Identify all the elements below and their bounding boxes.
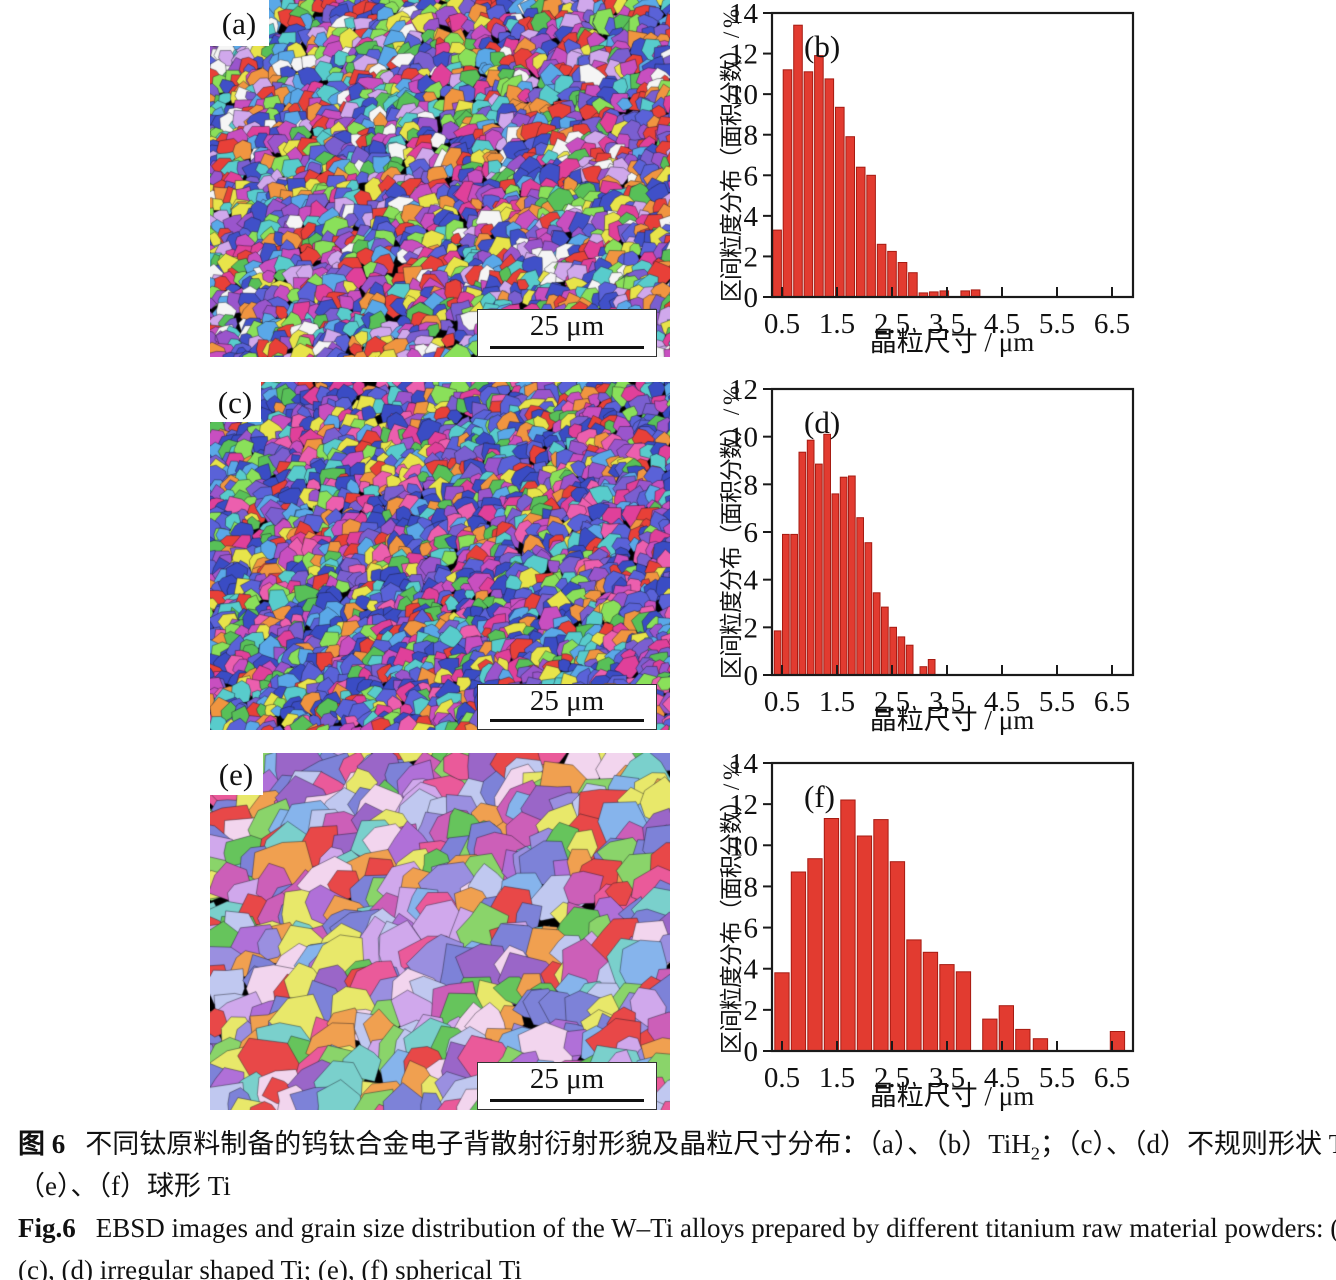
panel-label-a: (a) [210, 0, 269, 46]
svg-text:0.5: 0.5 [764, 308, 800, 340]
ebsd-panel-a: (a) 25 μm [210, 0, 670, 357]
caption-zh-text1: 不同钛原料制备的钨钛合金电子背散射衍射形貌及晶粒尺寸分布：（a）、（b）TiH [85, 1129, 1031, 1159]
svg-text:2: 2 [744, 612, 759, 644]
svg-text:8: 8 [744, 469, 759, 501]
svg-text:2: 2 [744, 241, 759, 273]
svg-text:10: 10 [729, 79, 758, 111]
panel-label-a-text: (a) [221, 5, 257, 41]
scale-bar-c: 25 μm [477, 684, 657, 730]
svg-text:4: 4 [744, 201, 759, 233]
scale-bar-a: 25 μm [477, 309, 657, 357]
panel-label-e-text: (e) [218, 756, 254, 792]
svg-text:(f): (f) [804, 779, 835, 814]
svg-text:3.5: 3.5 [929, 1062, 965, 1094]
scale-bar-c-line [490, 719, 644, 722]
caption-zh-line1: 图 6 不同钛原料制备的钨钛合金电子背散射衍射形貌及晶粒尺寸分布：（a）、（b）T… [18, 1124, 1336, 1166]
panel-label-e: (e) [210, 753, 263, 795]
svg-text:4: 4 [744, 954, 759, 986]
svg-text:8: 8 [744, 871, 759, 903]
svg-text:5.5: 5.5 [1039, 1062, 1075, 1094]
scale-bar-e: 25 μm [477, 1062, 657, 1110]
svg-text:(b): (b) [804, 29, 840, 64]
caption-zh-subscript: 2 [1030, 1143, 1040, 1164]
svg-text:10: 10 [729, 830, 758, 862]
svg-text:4.5: 4.5 [984, 308, 1020, 340]
svg-text:4: 4 [744, 565, 759, 597]
svg-text:4.5: 4.5 [984, 1062, 1020, 1094]
svg-text:6.5: 6.5 [1094, 686, 1130, 718]
svg-text:4.5: 4.5 [984, 686, 1020, 718]
chart-f-x-axis-label: 晶粒尺寸 / μm [869, 1081, 1035, 1111]
svg-text:1.5: 1.5 [819, 686, 855, 718]
ebsd-map-canvas-a [210, 0, 670, 357]
svg-text:2: 2 [744, 995, 759, 1027]
svg-text:6.5: 6.5 [1094, 308, 1130, 340]
scale-bar-e-line [490, 1099, 644, 1102]
svg-text:3.5: 3.5 [929, 686, 965, 718]
svg-text:14: 14 [729, 0, 759, 30]
caption-zh-number: 图 6 [18, 1129, 66, 1159]
caption-en-line2: (c), (d) irregular shaped Ti; (e), (f) s… [18, 1255, 522, 1280]
caption-en-line1: Fig.6 EBSD images and grain size distribu… [18, 1208, 1336, 1250]
scale-bar-c-text: 25 μm [529, 685, 605, 717]
ebsd-panel-e: (e) 25 μm [210, 753, 670, 1110]
panel-label-c: (c) [210, 382, 261, 422]
svg-text:6: 6 [744, 517, 759, 549]
scale-bar-e-text: 25 μm [529, 1063, 605, 1095]
svg-text:1.5: 1.5 [819, 308, 855, 340]
svg-text:0: 0 [744, 660, 759, 692]
caption-en-number: Fig.6 [18, 1213, 76, 1243]
svg-text:3.5: 3.5 [929, 308, 965, 340]
svg-text:6.5: 6.5 [1094, 1062, 1130, 1094]
figure-caption: 图 6 不同钛原料制备的钨钛合金电子背散射衍射形貌及晶粒尺寸分布：（a）、（b）T… [18, 1124, 1336, 1280]
panel-label-c-text: (c) [217, 384, 253, 420]
chart-f: 0.5 1.5 2.5 3.5 4.5 5.5 6.5 0 2 4 6 8 10 12 14 (f) [729, 750, 1135, 1094]
scale-bar-a-line [490, 346, 644, 349]
svg-text:0: 0 [744, 282, 759, 314]
svg-text:14: 14 [729, 750, 759, 780]
svg-text:12: 12 [729, 789, 758, 821]
chart-d-x-axis-label: 晶粒尺寸 / μm [869, 705, 1035, 735]
chart-b: 0.5 1.5 2.5 3.5 4.5 5.5 6.5 0 2 4 6 8 10 12 14 (b) [729, 0, 1135, 340]
svg-text:5.5: 5.5 [1039, 308, 1075, 340]
caption-zh-text2: ；（c）、（d）不规则形状 Ti； [1039, 1129, 1336, 1159]
svg-text:6: 6 [744, 913, 759, 945]
svg-text:2.5: 2.5 [874, 686, 910, 718]
svg-text:12: 12 [729, 376, 758, 406]
svg-text:(d): (d) [804, 405, 840, 440]
caption-zh-line2: （e）、（f）球形 Ti [18, 1171, 231, 1201]
caption-en-text1: EBSD images and grain size distribution … [95, 1213, 1336, 1243]
svg-text:2.5: 2.5 [874, 308, 910, 340]
chart-b-x-axis-label: 晶粒尺寸 / μm [869, 327, 1035, 357]
svg-text:1.5: 1.5 [819, 1062, 855, 1094]
chart-d: 0.5 1.5 2.5 3.5 4.5 5.5 6.5 0 2 4 6 8 10 12 (d) [729, 376, 1135, 718]
scale-bar-a-text: 25 μm [529, 310, 605, 342]
svg-text:5.5: 5.5 [1039, 686, 1075, 718]
svg-text:2.5: 2.5 [874, 1062, 910, 1094]
svg-text:0.5: 0.5 [764, 686, 800, 718]
ebsd-panel-c: (c) 25 μm [210, 382, 670, 730]
svg-text:10: 10 [729, 422, 758, 454]
svg-text:0: 0 [744, 1036, 759, 1068]
ebsd-map-canvas-c [210, 382, 670, 730]
svg-text:6: 6 [744, 160, 759, 192]
svg-text:8: 8 [744, 120, 759, 152]
svg-text:0.5: 0.5 [764, 1062, 800, 1094]
svg-text:12: 12 [729, 39, 758, 71]
ebsd-map-canvas-e [210, 753, 670, 1110]
